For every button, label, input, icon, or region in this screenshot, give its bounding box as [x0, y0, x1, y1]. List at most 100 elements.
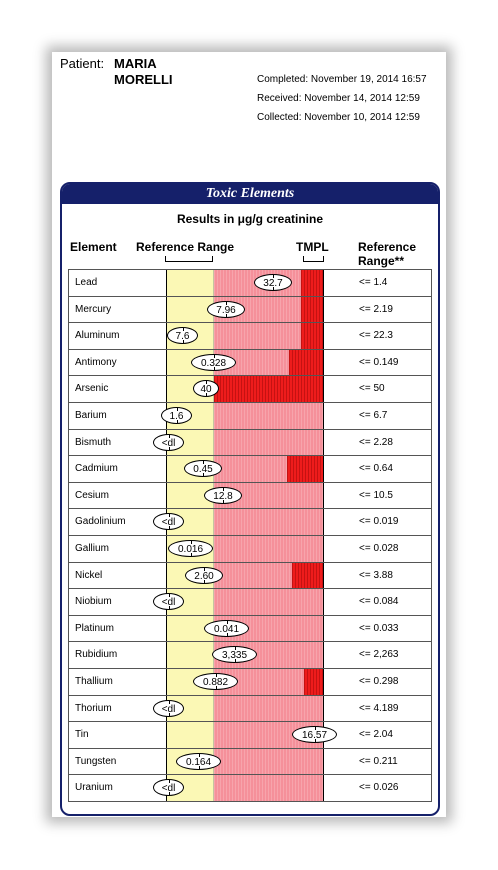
tmpl-zone	[289, 349, 323, 376]
element-name: Mercury	[75, 303, 112, 315]
tmpl-zone	[304, 668, 323, 695]
elevated-zone	[214, 509, 323, 535]
element-name: Thallium	[75, 675, 113, 687]
result-bar: 32.7	[166, 270, 324, 296]
reference-value: <= 10.5	[359, 489, 393, 501]
result-marker: 0.016	[168, 539, 213, 557]
reference-value: <= 22.3	[359, 330, 393, 342]
result-bar: <dl	[153, 429, 324, 456]
reference-value: <= 0.019	[359, 516, 399, 528]
result-bar: 0.45	[166, 456, 324, 482]
elevated-zone	[214, 589, 323, 615]
collected-date: Collected: November 10, 2014 12:59	[257, 112, 420, 123]
result-marker: 7.6	[167, 327, 198, 345]
table-row: Aluminum 7.6 <= 22.3	[68, 323, 432, 350]
result-marker: 16.57	[292, 726, 337, 744]
panel-title: Toxic Elements	[62, 184, 438, 204]
patient-label: Patient:	[60, 56, 105, 71]
result-marker: 12.8	[204, 486, 242, 504]
elevated-zone	[214, 535, 323, 562]
result-marker: 7.96	[207, 300, 245, 318]
result-bar: <dl	[153, 695, 324, 722]
reference-value: <= 1.4	[359, 277, 388, 288]
result-bar: 0.041	[166, 615, 324, 642]
tmpl-zone	[301, 270, 323, 296]
result-marker: <dl	[153, 593, 184, 611]
table-row: Nickel 2.60 <= 3.88	[68, 562, 432, 590]
reference-value: <= 3.88	[359, 569, 393, 581]
table-row: Barium 1.6 <= 6.7	[68, 402, 432, 430]
table-row: Cadmium 0.45 <= 0.64	[68, 456, 432, 483]
element-name: Rubidium	[75, 649, 118, 661]
results-table: Lead 32.7 <= 1.4 Mercury 7.96 <= 2.19 Aluminum…	[68, 269, 432, 802]
reference-zone	[167, 296, 214, 323]
column-reference: Reference Range**	[358, 240, 416, 268]
table-row: Thorium <dl <= 4.189	[68, 695, 432, 723]
reference-zone	[167, 270, 214, 296]
reference-value: <= 50	[359, 383, 385, 395]
table-row: Gallium 0.016 <= 0.028	[68, 535, 432, 563]
result-bar: 12.8	[166, 482, 324, 509]
element-name: Gadolinium	[75, 516, 126, 528]
result-bar: 40	[166, 376, 324, 402]
table-row: Niobium <dl <= 0.084	[68, 589, 432, 616]
element-name: Uranium	[75, 782, 113, 794]
result-marker: 32.7	[254, 274, 292, 291]
patient-first-name: MARIA	[114, 56, 157, 71]
result-bar: 0.164	[166, 748, 324, 775]
dates-block: Completed: November 19, 2014 16:57 Recei…	[257, 70, 427, 127]
result-marker: 0.45	[184, 460, 222, 478]
result-marker: 0.882	[193, 672, 238, 690]
element-name: Bismuth	[75, 436, 112, 448]
reference-value: <= 0.084	[359, 596, 399, 608]
result-bar: 16.57	[166, 722, 337, 748]
element-name: Cesium	[75, 489, 109, 501]
result-bar: <dl	[153, 509, 324, 535]
tmpl-bracket	[303, 256, 324, 262]
result-marker: <dl	[153, 433, 184, 451]
panel-subtitle: Results in μg/g creatinine	[176, 212, 324, 226]
elevated-zone	[214, 775, 323, 801]
element-name: Thorium	[75, 702, 112, 714]
table-row: Cesium 12.8 <= 10.5	[68, 482, 432, 510]
elevated-zone	[214, 429, 323, 456]
result-bar: 7.6	[166, 323, 324, 349]
result-marker: <dl	[153, 513, 184, 531]
completed-date: Completed: November 19, 2014 16:57	[257, 74, 427, 85]
column-reference-line2: Range**	[358, 254, 405, 268]
reference-value: <= 0.149	[359, 356, 399, 368]
reference-value: <= 4.189	[359, 702, 399, 714]
reference-value: <= 2.04	[359, 729, 393, 741]
table-row: Arsenic 40 <= 50	[68, 376, 432, 403]
element-name: Arsenic	[75, 383, 109, 395]
column-reference-range: Reference Range	[136, 240, 235, 254]
element-name: Niobium	[75, 596, 112, 608]
column-reference-line1: Reference	[358, 240, 417, 254]
result-bar: <dl	[153, 589, 324, 615]
elevated-zone	[214, 695, 323, 722]
result-marker: 0.041	[204, 619, 249, 637]
tmpl-zone	[214, 376, 323, 402]
reference-zone	[167, 722, 214, 748]
reference-value: <= 0.64	[359, 463, 393, 475]
element-name: Antimony	[75, 356, 117, 368]
table-row: Uranium <dl <= 0.026	[68, 775, 432, 802]
report-sheet: Patient: MARIA MORELLI Completed: Novemb…	[52, 52, 446, 817]
element-name: Lead	[75, 277, 98, 288]
element-name: Nickel	[75, 569, 103, 581]
result-marker: 40	[193, 380, 219, 398]
element-name: Gallium	[75, 542, 109, 554]
result-marker: 2.60	[185, 566, 223, 584]
result-marker: 0.328	[191, 353, 236, 371]
reference-zone	[167, 642, 214, 668]
result-bar: 2.60	[166, 562, 324, 589]
reference-value: <= 0.033	[359, 622, 399, 634]
reference-value: <= 2,263	[359, 649, 399, 661]
reference-value: <= 0.028	[359, 542, 399, 554]
result-bar: 1.6	[161, 402, 324, 429]
reference-range-bracket	[165, 256, 213, 262]
tmpl-zone	[287, 456, 323, 482]
result-marker: 3,335	[212, 646, 257, 664]
table-row: Lead 32.7 <= 1.4	[68, 270, 432, 297]
reference-value: <= 2.19	[359, 303, 393, 315]
